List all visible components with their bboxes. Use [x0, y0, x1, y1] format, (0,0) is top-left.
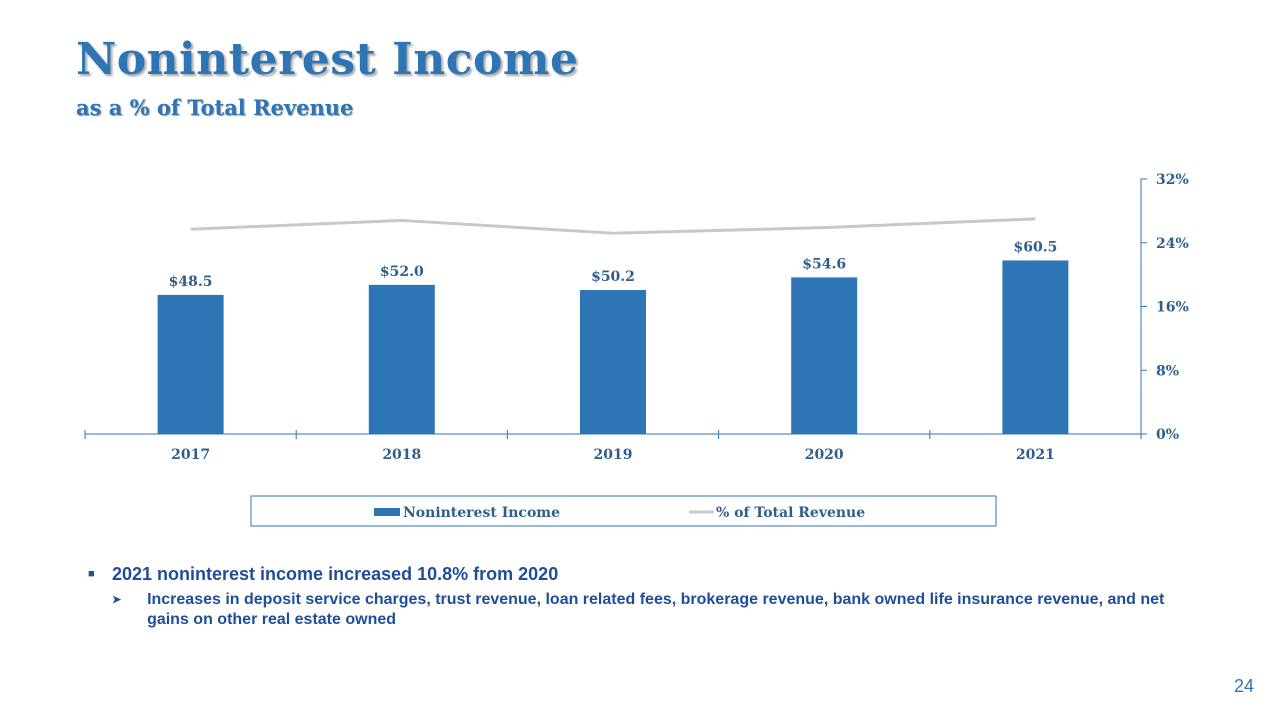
y2-tick-label-24: 24%	[1156, 236, 1189, 252]
y2-tick-label-8: 8%	[1156, 363, 1179, 379]
bullet-list: ■ 2021 noninterest income increased 10.8…	[88, 562, 1208, 630]
y2-tick-label-0: 0%	[1156, 427, 1179, 443]
bar-2019	[580, 290, 646, 434]
bar-2021	[1002, 260, 1069, 434]
bar-2018	[368, 284, 435, 434]
x-tick-label-2020: 2020	[805, 447, 844, 463]
bar-2020	[791, 277, 858, 434]
pct-total-revenue-line	[190, 217, 1036, 235]
x-tick-label-2017: 2017	[171, 447, 210, 463]
x-tick-label-2021: 2021	[1016, 447, 1055, 463]
x-tick-label-2019: 2019	[594, 447, 633, 463]
bar-value-label-2017: $48.5	[169, 274, 213, 290]
page-subtitle: as a % of Total Revenue	[76, 95, 354, 120]
legend-line-label: % of Total Revenue	[716, 505, 865, 521]
bar-value-label-2021: $60.5	[1013, 239, 1057, 255]
legend-box	[250, 495, 997, 527]
bullet-sub-text: Increases in deposit service charges, tr…	[147, 591, 1165, 628]
y2-tick-label-32: 32%	[1156, 172, 1189, 188]
bullet-main: ■ 2021 noninterest income increased 10.8…	[88, 562, 1208, 586]
bar-2017	[157, 294, 224, 434]
bullet-main-text: 2021 noninterest income increased 10.8% …	[112, 564, 559, 584]
bullet-sub: ➤ Increases in deposit service charges, …	[112, 590, 1208, 630]
legend-bar-swatch	[374, 508, 400, 516]
bar-value-label-2019: $50.2	[591, 269, 635, 285]
y2-tick-label-16: 16%	[1156, 300, 1189, 316]
bar-value-label-2018: $52.0	[380, 264, 424, 280]
legend-bar-label: Noninterest Income	[403, 505, 560, 521]
square-bullet-icon: ■	[88, 568, 95, 580]
x-tick-label-2018: 2018	[382, 447, 421, 463]
page-title: Noninterest Income	[76, 34, 579, 85]
bar-value-label-2020: $54.6	[802, 256, 846, 272]
page-number: 24	[1233, 676, 1254, 696]
arrow-bullet-icon: ➤	[112, 594, 122, 606]
